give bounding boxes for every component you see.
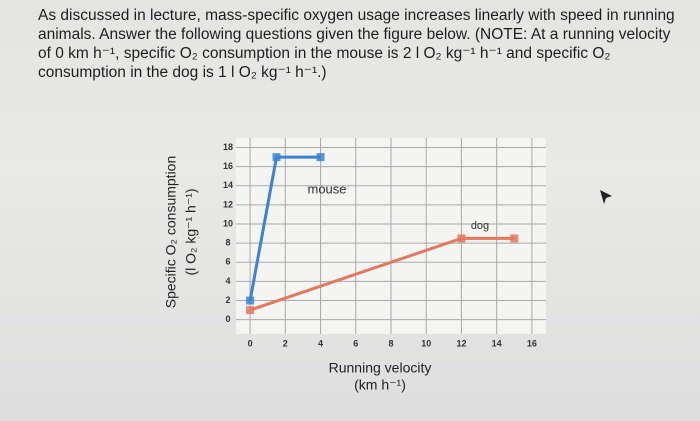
y-axis-label: (l O₂ kg⁻¹ h⁻¹): [183, 188, 199, 275]
x-axis-label: (km h⁻¹): [354, 377, 406, 393]
x-tick-label: 12: [456, 338, 466, 348]
y-tick-label: 14: [223, 180, 233, 190]
cursor: [600, 190, 612, 204]
x-axis-label: Running velocity: [329, 360, 432, 376]
point-marker: [457, 234, 466, 243]
y-tick-label: 16: [223, 161, 233, 171]
x-tick-label: 0: [248, 338, 253, 348]
point-marker: [272, 153, 281, 162]
y-tick-label: 8: [225, 238, 230, 248]
x-tick-label: 6: [353, 338, 358, 348]
x-tick-label: 10: [421, 338, 431, 348]
y-tick-label: 18: [223, 142, 233, 152]
y-tick-label: 10: [223, 218, 233, 228]
question-text: As discussed in lecture, mass-specific o…: [38, 7, 675, 81]
y-tick-label: 12: [223, 199, 233, 209]
point-marker: [246, 306, 255, 315]
x-tick-label: 16: [527, 338, 537, 348]
x-tick-label: 4: [318, 338, 323, 348]
point-marker: [316, 153, 325, 162]
y-tick-label: 2: [225, 295, 230, 305]
series-label: dog: [471, 220, 489, 232]
x-tick-label: 14: [492, 338, 502, 348]
y-tick-label: 4: [225, 276, 230, 286]
point-marker: [510, 234, 519, 243]
x-tick-label: 2: [283, 338, 288, 348]
y-tick-label: 0: [225, 314, 230, 324]
y-tick-label: 6: [225, 257, 230, 267]
point-marker: [246, 296, 255, 305]
series-label: mouse: [307, 181, 346, 196]
y-axis-label: Specific O₂ consumption: [163, 156, 179, 309]
x-tick-label: 8: [388, 338, 393, 348]
